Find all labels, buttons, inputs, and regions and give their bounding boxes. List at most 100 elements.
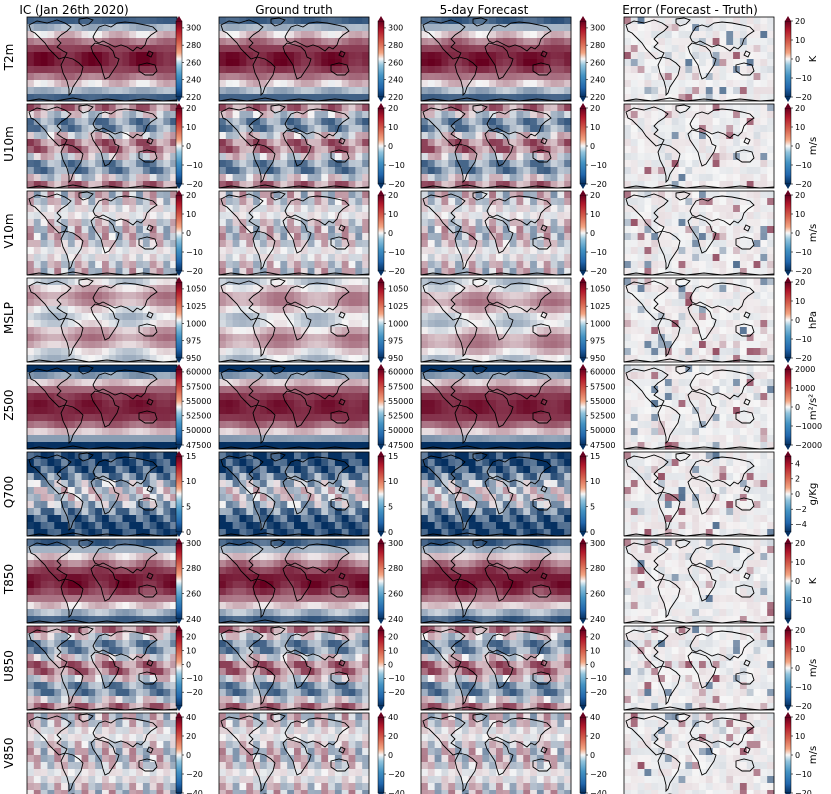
colorbar-extend-bottom	[176, 184, 182, 189]
heatmap-cell	[81, 327, 89, 335]
heatmap-cell	[232, 372, 240, 380]
heatmap-cell	[550, 254, 558, 262]
heatmap-cell	[314, 226, 322, 234]
heatmap-cell	[543, 292, 551, 300]
heatmap-cell	[225, 299, 234, 307]
heatmap-cell	[334, 153, 343, 161]
heatmap-cell	[712, 299, 720, 307]
heatmap-cell	[746, 320, 754, 328]
heatmap-cell	[536, 334, 545, 342]
heatmap-cell	[685, 59, 693, 67]
heatmap-cell	[448, 327, 456, 335]
heatmap-cell	[88, 379, 96, 387]
heatmap-cell	[699, 240, 707, 248]
heatmap-cell	[719, 139, 727, 147]
heatmap-cell	[219, 132, 227, 140]
heatmap-cell	[122, 365, 130, 373]
heatmap-cell	[136, 167, 144, 175]
heatmap-cell	[102, 181, 110, 189]
heatmap-cell	[27, 198, 35, 206]
heatmap-cell	[455, 38, 463, 46]
heatmap-cell	[630, 226, 639, 234]
heatmap-cell	[136, 421, 144, 429]
heatmap-cell	[651, 254, 659, 262]
heatmap-cell	[362, 139, 370, 147]
heatmap-cell	[739, 285, 748, 293]
heatmap-cell	[273, 80, 281, 88]
heatmap-cell	[54, 38, 62, 46]
heatmap-cell	[115, 365, 123, 373]
heatmap-cell	[287, 313, 295, 321]
heatmap-cell	[321, 372, 329, 380]
heatmap-cell	[314, 320, 322, 328]
heatmap-cell	[108, 407, 117, 415]
heatmap-cell	[170, 313, 178, 321]
heatmap-cell	[719, 348, 727, 356]
heatmap-cell	[142, 327, 151, 335]
heatmap-cell	[61, 292, 69, 300]
colorbar-extend-bottom	[378, 97, 384, 102]
heatmap-cell	[300, 348, 309, 356]
heatmap-cell	[543, 38, 551, 46]
heatmap-cell	[685, 174, 693, 182]
heatmap-cell	[658, 146, 666, 154]
heatmap-cell	[122, 407, 130, 415]
colorbar-tick-label: 1000	[388, 319, 408, 328]
heatmap-cell	[746, 292, 754, 300]
heatmap-cell	[102, 268, 110, 276]
heatmap-cell	[421, 191, 429, 199]
heatmap-cell	[421, 66, 429, 74]
heatmap-cell	[461, 66, 470, 74]
heatmap-cell	[421, 73, 429, 81]
heatmap-cell	[129, 160, 137, 168]
heatmap-cell	[624, 240, 632, 248]
heatmap-cell	[129, 407, 137, 415]
heatmap-cell	[509, 261, 517, 269]
heatmap-cell	[630, 205, 639, 213]
heatmap-cell	[455, 306, 463, 314]
heatmap-cell	[712, 212, 720, 220]
heatmap-cell	[475, 327, 483, 335]
heatmap-cell	[489, 66, 497, 74]
heatmap-cell	[434, 160, 442, 168]
heatmap-cell	[509, 268, 517, 276]
heatmap-cell	[455, 153, 463, 161]
heatmap-cell	[523, 278, 531, 286]
heatmap-cell	[321, 292, 329, 300]
heatmap-cell	[699, 334, 707, 342]
heatmap-cell	[739, 24, 748, 32]
heatmap-cell	[536, 167, 545, 175]
heatmap-cell	[61, 261, 69, 269]
heatmap-cell	[102, 212, 110, 220]
heatmap-cell	[47, 219, 55, 227]
heatmap-cell	[455, 198, 463, 206]
heatmap-cell	[74, 421, 82, 429]
heatmap-cell	[149, 247, 157, 255]
heatmap-cell	[280, 400, 288, 408]
heatmap-cell	[719, 125, 727, 133]
heatmap-cell	[287, 52, 295, 60]
heatmap-cell	[253, 31, 261, 39]
heatmap-cell	[170, 52, 178, 60]
colorbar-extend-top	[785, 277, 791, 282]
heatmap-cell	[253, 45, 261, 53]
heatmap-cell	[434, 146, 442, 154]
heatmap-cell	[142, 45, 151, 53]
heatmap-cell	[746, 31, 754, 39]
heatmap-cell	[651, 205, 659, 213]
heatmap-cell	[348, 292, 356, 300]
heatmap-cell	[253, 379, 261, 387]
heatmap-cell	[108, 66, 117, 74]
heatmap-cell	[530, 226, 538, 234]
heatmap-cell	[321, 400, 329, 408]
heatmap-cell	[496, 320, 504, 328]
heatmap-cell	[536, 87, 545, 95]
heatmap-cell	[557, 104, 565, 112]
heatmap-cell	[348, 327, 356, 335]
heatmap-cell	[156, 313, 164, 321]
heatmap-cell	[54, 247, 62, 255]
colorbar-tick-label: 60000	[186, 368, 211, 377]
heatmap-cell	[441, 205, 449, 213]
heatmap-cell	[259, 146, 268, 154]
heatmap-cell	[658, 181, 666, 189]
